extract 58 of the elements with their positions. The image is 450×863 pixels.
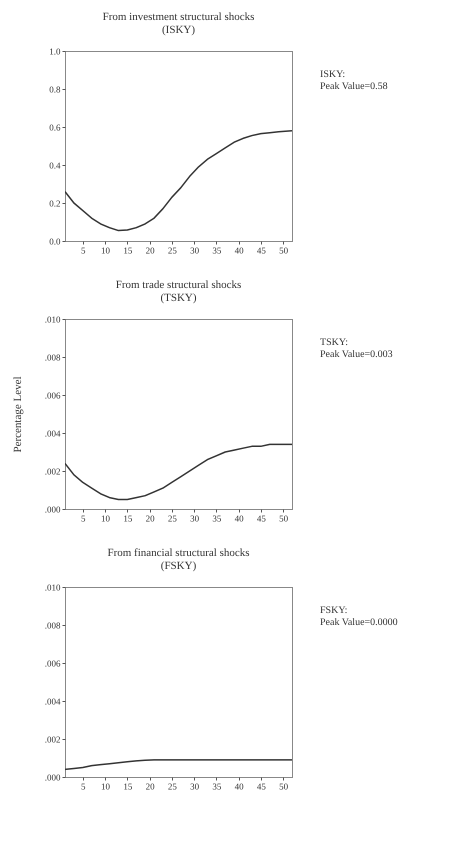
line-series: [65, 130, 292, 232]
x-tick-label: 35: [212, 782, 222, 792]
chart-title: From financial structural shocks (FSKY): [107, 547, 250, 572]
y-tick-label: .010: [44, 314, 61, 324]
y-tick-label: 0.0: [49, 236, 61, 246]
y-tick-label: .002: [44, 734, 60, 744]
y-tick-label: .004: [44, 696, 61, 706]
x-tick-label: 45: [256, 246, 266, 256]
x-tick-label: 50: [279, 246, 289, 256]
y-tick-label: 1.0: [49, 46, 61, 56]
y-tick-label: .006: [44, 658, 61, 668]
x-tick-label: 50: [279, 782, 289, 792]
x-tick-label: 10: [101, 246, 111, 256]
x-tick-label: 35: [212, 246, 222, 256]
x-tick-label: 20: [146, 782, 156, 792]
x-tick-label: 25: [168, 246, 178, 256]
x-tick-label: 50: [279, 514, 289, 524]
y-tick-label: .002: [44, 466, 60, 476]
x-tick-label: 25: [168, 782, 178, 792]
x-tick-label: 5: [81, 782, 86, 792]
x-tick-label: 15: [123, 246, 133, 256]
x-tick-label: 20: [146, 246, 156, 256]
y-tick-label: .006: [44, 390, 61, 400]
chart-title: From investment structural shocks (ISKY): [102, 11, 254, 36]
y-tick-label: .000: [44, 504, 61, 514]
y-tick-label: 0.6: [49, 122, 61, 132]
y-tick-label: .008: [44, 620, 61, 630]
x-tick-label: 10: [101, 782, 111, 792]
x-tick-label: 20: [146, 514, 156, 524]
x-tick-label: 30: [190, 782, 200, 792]
x-tick-label: 40: [234, 246, 244, 256]
line-series: [65, 444, 292, 500]
text: TSKY: Peak Value=0.003: [320, 337, 393, 360]
line-series: [65, 759, 292, 770]
y-tick-label: 0.4: [49, 160, 61, 170]
y-axis-title: Percentage Level: [12, 376, 24, 453]
x-tick-label: 45: [256, 514, 266, 524]
x-tick-label: 30: [190, 246, 200, 256]
y-tick-label: 0.2: [49, 198, 60, 208]
y-tick-label: 0.8: [49, 84, 61, 94]
x-tick-label: 10: [101, 514, 111, 524]
x-tick-label: 15: [123, 782, 133, 792]
x-tick-label: 45: [256, 782, 266, 792]
y-tick-label: .000: [44, 772, 61, 782]
x-tick-label: 40: [234, 782, 244, 792]
x-tick-label: 25: [168, 514, 178, 524]
text: ISKY: Peak Value=0.58: [320, 69, 388, 92]
y-tick-label: .010: [44, 582, 61, 592]
y-tick-label: .004: [44, 428, 61, 438]
x-tick-label: 40: [234, 514, 244, 524]
x-tick-label: 15: [123, 514, 133, 524]
x-tick-label: 30: [190, 514, 200, 524]
x-tick-label: 5: [81, 246, 86, 256]
text: FSKY: Peak Value=0.0000: [320, 605, 398, 628]
x-tick-label: 5: [81, 514, 86, 524]
chart-title: From trade structural shocks (TSKY): [116, 279, 242, 304]
x-tick-label: 35: [212, 514, 222, 524]
y-tick-label: .008: [44, 352, 61, 362]
